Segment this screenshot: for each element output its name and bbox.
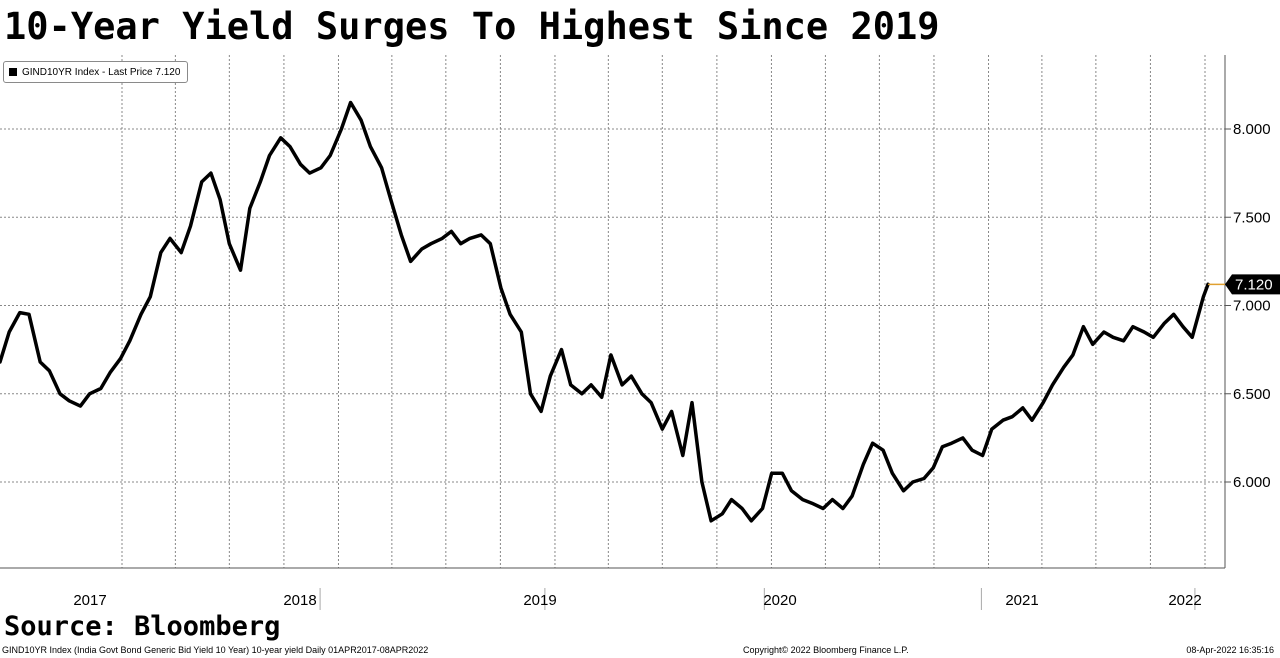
chart-series [0,100,1210,523]
last-price-marker: 7.120 [1208,274,1280,295]
chart-axes [0,55,1231,610]
last-price-value: 7.120 [1235,276,1273,293]
x-axis-labels: 2017 2018 2019 2020 2021 2022 [73,592,1201,609]
y-tick-label: 6.500 [1233,386,1271,403]
legend-swatch-icon [9,68,17,76]
chart-grid [0,55,1225,568]
last-price-tag [1225,274,1280,295]
x-tick-label: 2022 [1168,592,1201,609]
chart-legend: GIND10YR Index - Last Price 7.120 [3,61,189,83]
x-tick-label: 2020 [763,592,796,609]
x-tick-label: 2021 [1005,592,1038,609]
x-tick-label: 2017 [73,592,106,609]
source-label: Source: Bloomberg [4,611,281,642]
legend-label: GIND10YR Index - Last Price 7.120 [22,66,181,78]
footer-timestamp: 08-Apr-2022 16:35:16 [1186,645,1274,655]
footer-copyright: Copyright© 2022 Bloomberg Finance L.P. [743,645,909,655]
y-tick-label: 6.000 [1233,474,1271,491]
y-axis-labels: 6.000 6.500 7.000 7.500 8.000 [1233,121,1271,491]
y-tick-label: 8.000 [1233,121,1271,138]
y-tick-label: 7.500 [1233,209,1271,226]
yield-series-line [0,100,1210,523]
chart-title: 10-Year Yield Surges To Highest Since 20… [4,5,940,48]
x-tick-label: 2019 [523,592,556,609]
footer-description: GIND10YR Index (India Govt Bond Generic … [2,645,429,655]
y-tick-label: 7.000 [1233,298,1271,315]
x-tick-label: 2018 [283,592,316,609]
